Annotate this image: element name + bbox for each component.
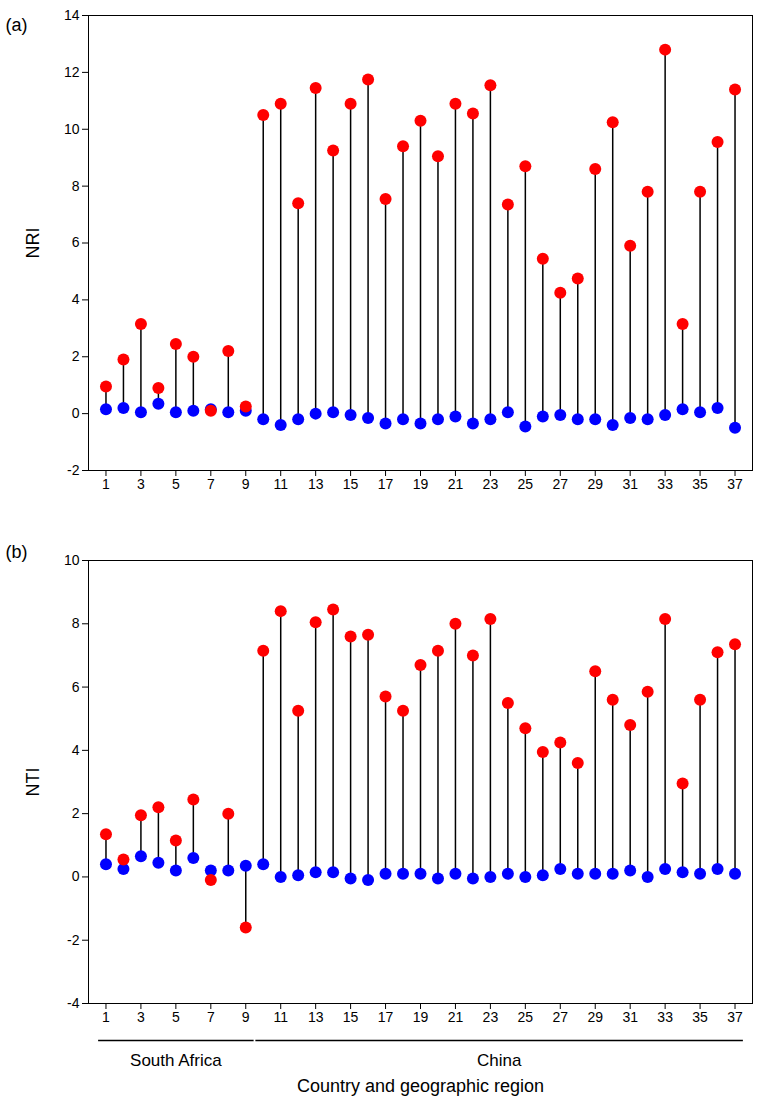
svg-text:35: 35 [692, 1009, 708, 1025]
svg-text:12: 12 [64, 64, 80, 80]
svg-text:31: 31 [622, 1009, 638, 1025]
svg-text:2: 2 [72, 348, 80, 364]
svg-text:Country and geographic region: Country and geographic region [297, 1076, 544, 1096]
svg-text:37: 37 [727, 1009, 743, 1025]
svg-text:10: 10 [64, 121, 80, 137]
svg-text:4: 4 [72, 742, 80, 758]
svg-text:25: 25 [518, 476, 534, 492]
svg-text:25: 25 [518, 1009, 534, 1025]
svg-text:3: 3 [137, 1009, 145, 1025]
svg-text:33: 33 [657, 476, 673, 492]
svg-text:10: 10 [64, 552, 80, 568]
svg-text:2: 2 [72, 805, 80, 821]
svg-text:4: 4 [72, 291, 80, 307]
svg-text:China: China [477, 1051, 522, 1070]
svg-text:9: 9 [242, 476, 250, 492]
svg-text:NRI: NRI [23, 228, 43, 259]
svg-text:19: 19 [413, 476, 429, 492]
svg-text:27: 27 [553, 1009, 569, 1025]
svg-text:0: 0 [72, 405, 80, 421]
svg-text:6: 6 [72, 679, 80, 695]
svg-text:5: 5 [172, 1009, 180, 1025]
svg-text:8: 8 [72, 178, 80, 194]
svg-text:14: 14 [64, 7, 80, 23]
svg-text:(b): (b) [6, 542, 28, 562]
svg-text:31: 31 [622, 476, 638, 492]
svg-text:13: 13 [308, 476, 324, 492]
svg-text:6: 6 [72, 234, 80, 250]
svg-text:7: 7 [207, 476, 215, 492]
svg-text:21: 21 [448, 1009, 464, 1025]
svg-text:5: 5 [172, 476, 180, 492]
svg-text:17: 17 [378, 1009, 394, 1025]
svg-text:NTI: NTI [23, 768, 43, 797]
svg-text:-4: -4 [67, 995, 80, 1011]
svg-text:11: 11 [273, 476, 288, 492]
svg-text:29: 29 [587, 1009, 603, 1025]
svg-text:South Africa: South Africa [130, 1051, 222, 1070]
svg-text:13: 13 [308, 1009, 324, 1025]
svg-text:1: 1 [102, 1009, 110, 1025]
svg-text:33: 33 [657, 1009, 673, 1025]
svg-text:(a): (a) [6, 15, 28, 35]
svg-text:7: 7 [207, 1009, 215, 1025]
svg-text:1: 1 [102, 476, 110, 492]
svg-text:11: 11 [273, 1009, 288, 1025]
svg-text:15: 15 [343, 1009, 359, 1025]
svg-text:27: 27 [553, 476, 569, 492]
svg-text:37: 37 [727, 476, 743, 492]
svg-text:19: 19 [413, 1009, 429, 1025]
svg-text:9: 9 [242, 1009, 250, 1025]
svg-text:29: 29 [587, 476, 603, 492]
svg-text:15: 15 [343, 476, 359, 492]
svg-text:21: 21 [448, 476, 464, 492]
svg-text:0: 0 [72, 868, 80, 884]
svg-text:23: 23 [483, 476, 499, 492]
svg-text:35: 35 [692, 476, 708, 492]
svg-text:17: 17 [378, 476, 394, 492]
svg-text:-2: -2 [67, 462, 80, 478]
svg-text:8: 8 [72, 615, 80, 631]
svg-text:-2: -2 [67, 932, 80, 948]
svg-text:23: 23 [483, 1009, 499, 1025]
svg-text:3: 3 [137, 476, 145, 492]
